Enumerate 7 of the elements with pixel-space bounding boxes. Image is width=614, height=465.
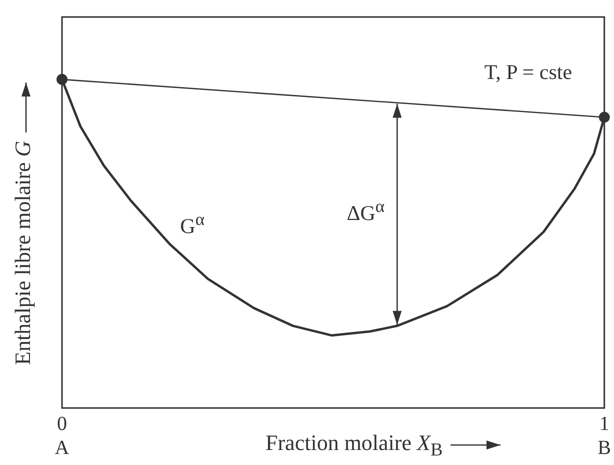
x-tick-label: 0 A bbox=[54, 413, 70, 459]
annotation: G$^{α}$ bbox=[180, 209, 204, 239]
annotation: ΔG$^{α}$ bbox=[346, 196, 385, 226]
x-axis-title: Fraction molaire X$_{B}$ bbox=[266, 430, 443, 460]
annotation: T, P = cste bbox=[484, 60, 572, 86]
y-axis-title: Enthalpie libre molaire G bbox=[10, 140, 36, 364]
x-tick-label: 1 B bbox=[598, 413, 611, 459]
